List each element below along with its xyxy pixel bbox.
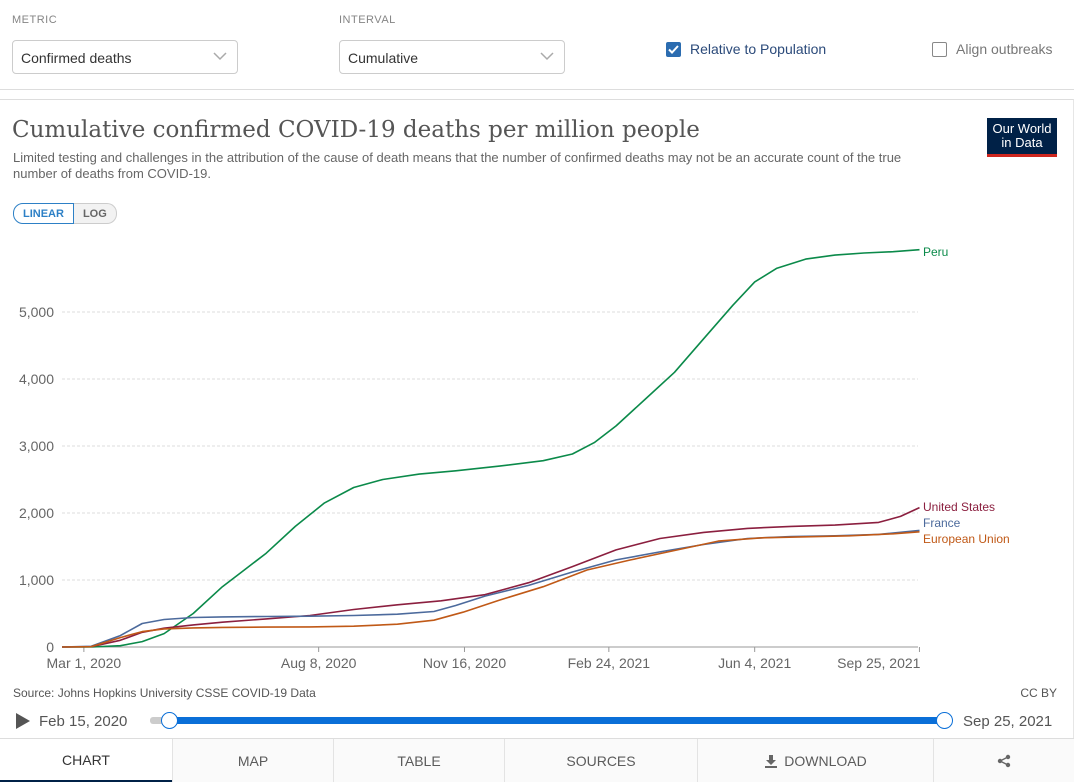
share-button[interactable]: [933, 739, 1074, 782]
metric-label: METRIC: [12, 14, 58, 26]
chart-card: [0, 99, 1074, 781]
y-tick-label: 0: [46, 639, 54, 655]
series-line-united-states: [61, 506, 920, 648]
tab-download[interactable]: DOWNLOAD: [697, 739, 933, 782]
bottom-tabs: CHART MAP TABLE SOURCES DOWNLOAD: [0, 738, 1074, 782]
y-tick-label: 1,000: [19, 572, 54, 588]
series-label: France: [923, 516, 961, 530]
series-line-european-union: [61, 531, 920, 648]
relative-to-population-toggle[interactable]: Relative to Population: [666, 41, 826, 57]
timeline-start-handle[interactable]: [161, 712, 178, 729]
y-tick-label: 5,000: [19, 304, 54, 320]
logo-line-1: Our World: [992, 121, 1052, 136]
tab-sources[interactable]: SOURCES: [504, 739, 697, 782]
timeline-track[interactable]: [150, 717, 947, 724]
x-tick-label: Sep 25, 2021: [837, 655, 921, 671]
chevron-down-icon: [213, 52, 227, 61]
tab-table[interactable]: TABLE: [333, 739, 504, 782]
x-tick-label: Nov 16, 2020: [423, 655, 506, 671]
linear-scale-button[interactable]: LINEAR: [13, 203, 74, 224]
timeline-end-date: Sep 25, 2021: [963, 713, 1053, 730]
y-tick-label: 3,000: [19, 438, 54, 454]
x-tick-label: Aug 8, 2020: [281, 655, 357, 671]
y-tick-label: 2,000: [19, 505, 54, 521]
align-outbreaks-label: Align outbreaks: [956, 41, 1053, 57]
timeline-end-handle[interactable]: [936, 712, 953, 729]
download-icon: [765, 754, 778, 768]
timeline: Feb 15, 2020 Sep 25, 2021: [0, 708, 1074, 736]
series-line-peru: [62, 248, 920, 648]
log-scale-button[interactable]: LOG: [73, 203, 117, 224]
play-icon[interactable]: [14, 712, 32, 730]
y-tick-label: 4,000: [19, 371, 54, 387]
tab-download-label: DOWNLOAD: [784, 752, 867, 769]
series-label: Peru: [923, 245, 948, 259]
series-line-france: [61, 529, 920, 648]
owid-logo[interactable]: Our World in Data: [987, 118, 1057, 157]
controls-bar: METRIC Confirmed deaths INTERVAL Cumulat…: [0, 0, 1074, 90]
timeline-start-date: Feb 15, 2020: [39, 713, 128, 730]
logo-line-2: in Data: [1001, 135, 1043, 150]
metric-select[interactable]: Confirmed deaths: [12, 40, 238, 74]
x-tick-label: Feb 24, 2021: [568, 655, 651, 671]
interval-select-value: Cumulative: [348, 50, 419, 66]
source-note[interactable]: Source: Johns Hopkins University CSSE CO…: [13, 686, 316, 700]
chart-subtitle: Limited testing and challenges in the at…: [13, 150, 902, 181]
align-outbreaks-toggle[interactable]: Align outbreaks: [932, 41, 1053, 57]
relative-to-population-label: Relative to Population: [690, 41, 827, 57]
chart-title: Cumulative confirmed COVID-19 deaths per…: [12, 117, 700, 143]
metric-select-value: Confirmed deaths: [21, 50, 132, 66]
x-tick-label: Jun 4, 2021: [718, 655, 791, 671]
interval-label: INTERVAL: [339, 14, 396, 26]
tab-map[interactable]: MAP: [172, 739, 333, 782]
interval-select[interactable]: Cumulative: [339, 40, 565, 74]
x-tick-label: Mar 1, 2020: [47, 655, 122, 671]
scale-toggle: LINEAR LOG: [13, 203, 117, 224]
line-chart[interactable]: 0 1,000 2,000 3,000 4,000 5,000 Mar 1, 2020 Aug…: [0, 230, 1080, 680]
timeline-range: [170, 717, 947, 724]
license-link[interactable]: CC BY: [1020, 686, 1057, 700]
checkbox-unchecked-icon[interactable]: [932, 41, 947, 57]
share-icon: [997, 754, 1011, 767]
series-label: United States: [923, 500, 995, 514]
checkbox-checked-icon[interactable]: [666, 41, 681, 57]
chevron-down-icon: [540, 52, 554, 61]
tab-chart[interactable]: CHART: [0, 739, 172, 782]
series-label: European Union: [923, 532, 1010, 546]
